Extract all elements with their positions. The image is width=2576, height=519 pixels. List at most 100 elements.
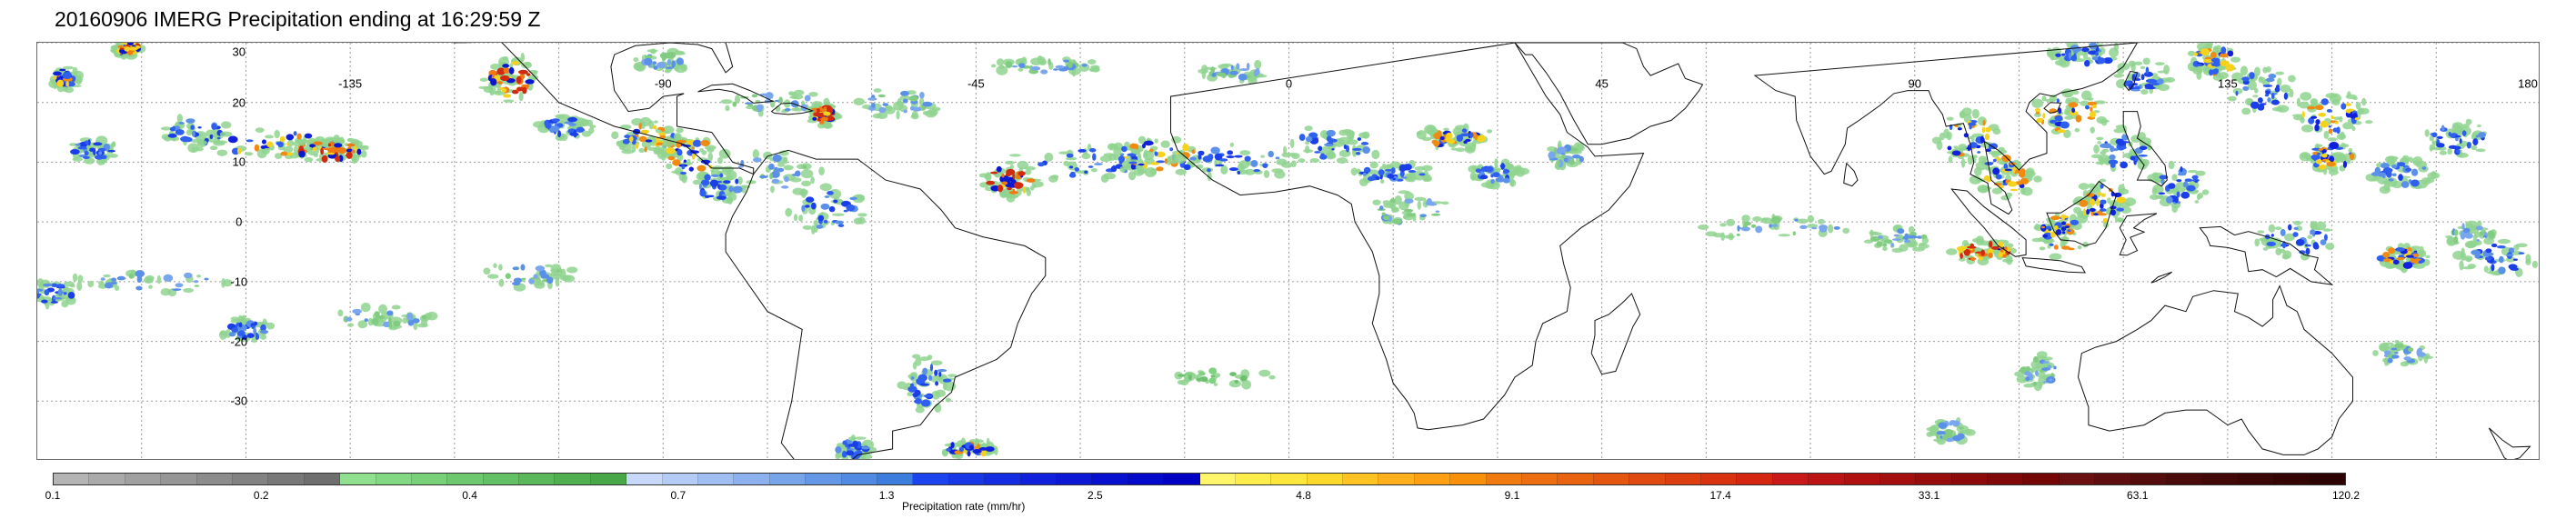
precip-cell (2391, 165, 2398, 169)
precip-cell (2318, 148, 2323, 151)
precip-cell (1092, 153, 1097, 161)
colorbar-segment (662, 474, 699, 484)
precip-light (1959, 257, 1966, 262)
precip-cell (128, 46, 138, 51)
precip-cell (120, 43, 130, 45)
colorbar-segment (1450, 474, 1487, 484)
precip-cell (2007, 181, 2018, 187)
precip-light (1973, 166, 1982, 176)
map-canvas[interactable] (37, 43, 2540, 460)
precip-light (1289, 138, 1295, 148)
precip-cell (228, 332, 236, 337)
precip-cell (1952, 434, 1962, 442)
precip-light (2300, 253, 2310, 261)
precip-light (1142, 151, 1155, 161)
precip-cell (2307, 244, 2311, 247)
precip-light (426, 311, 438, 321)
precip-cell (756, 104, 764, 111)
precip-cell (2108, 159, 2119, 165)
precip-cell (1557, 146, 1567, 154)
precip-light (2064, 115, 2074, 120)
precip-cell (846, 204, 856, 212)
precip-cell (2186, 185, 2196, 192)
precip-light (835, 453, 841, 459)
precip-cell (528, 277, 535, 284)
precip-cell (820, 203, 830, 210)
precip-light (1244, 168, 1256, 175)
precip-cell (185, 118, 195, 124)
precip-light (2074, 127, 2080, 133)
precip-cluster (807, 101, 843, 129)
precip-cell (1037, 162, 1045, 167)
precip-cell (2109, 154, 2116, 161)
precip-light (1441, 201, 1449, 205)
colorbar-segment (1772, 474, 1809, 484)
colorbar-segment (1056, 474, 1093, 484)
precip-cell (551, 118, 560, 123)
precip-cell (1110, 165, 1118, 173)
precip-cell (2004, 168, 2012, 172)
precip-cell (57, 288, 64, 296)
precip-cell (2329, 141, 2340, 150)
precip-cell (1210, 146, 1220, 155)
precip-cell (942, 378, 952, 383)
precip-light (2465, 118, 2472, 125)
precip-light (219, 330, 227, 340)
precip-light (2281, 254, 2290, 260)
precip-cell (1981, 126, 1986, 134)
precip-cell (842, 451, 847, 458)
precip-cell (801, 205, 806, 212)
precip-light (2289, 88, 2294, 98)
precip-light (930, 360, 943, 366)
precip-light (2090, 126, 2095, 134)
precip-light (1350, 167, 1358, 176)
precip-light (478, 85, 491, 90)
precipitation-map[interactable]: -135 -90 -45 0 45 90 135 180 30 20 10 0 -10 -20 -30 (36, 42, 2540, 460)
precip-light (1065, 156, 1078, 161)
precip-cell (1154, 151, 1158, 156)
precip-light (581, 130, 592, 137)
precip-light (1969, 175, 1981, 185)
precip-light (770, 103, 776, 108)
precip-cell (2210, 57, 2220, 63)
colorbar-segment (734, 474, 770, 484)
graticule (37, 43, 2539, 459)
precip-cell (835, 220, 844, 225)
precip-cell (1969, 125, 1972, 130)
precip-light (2089, 59, 2094, 64)
precip-cell (2411, 168, 2419, 176)
precip-cell (2160, 177, 2165, 185)
precip-cell (1959, 426, 1965, 430)
precip-light (266, 322, 276, 330)
precip-cell (2071, 107, 2076, 114)
precip-cell (2042, 113, 2046, 119)
precip-cell (716, 195, 727, 200)
precip-cell (2491, 264, 2495, 272)
precip-cell (661, 56, 667, 62)
precip-cell (1398, 164, 1407, 172)
precip-cell (1951, 150, 1961, 156)
precip-cell (1198, 154, 1202, 160)
precip-cell (2318, 165, 2327, 170)
precip-cell (1214, 153, 1223, 161)
precip-light (378, 304, 387, 314)
precip-cell (2498, 266, 2506, 274)
precip-light (2113, 74, 2123, 78)
precip-cell (1314, 151, 1321, 154)
latitude-label: -30 (230, 394, 248, 408)
precip-cell (2110, 205, 2117, 210)
precip-light (1342, 129, 1352, 135)
precip-cell (2402, 262, 2413, 269)
precip-cell (254, 144, 260, 152)
precip-light (1213, 383, 1218, 386)
colorbar-segment (89, 474, 125, 484)
precip-cell (2070, 55, 2078, 62)
precip-light (832, 213, 845, 216)
precip-cell (2392, 259, 2400, 265)
precip-cell (2320, 120, 2329, 128)
precip-cell (1328, 138, 1338, 143)
precip-cell (1819, 225, 1829, 231)
precip-light (2447, 148, 2452, 155)
precip-light (1290, 160, 1297, 167)
precip-light (783, 156, 788, 165)
